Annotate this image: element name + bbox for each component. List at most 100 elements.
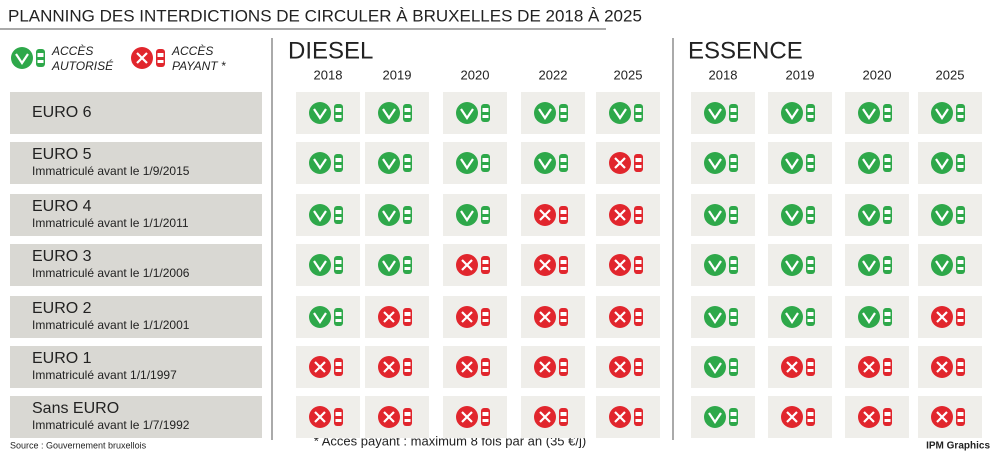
check <box>935 158 949 170</box>
car <box>403 206 412 224</box>
car <box>559 154 568 172</box>
cross <box>461 411 473 423</box>
access-icon <box>456 406 490 428</box>
check <box>785 108 799 120</box>
access-icon <box>534 356 568 378</box>
car <box>334 408 343 426</box>
access-icon <box>609 254 643 276</box>
check <box>460 158 474 170</box>
access-icon <box>378 406 412 428</box>
car-window <box>957 108 964 112</box>
icon-circle <box>781 254 803 276</box>
cross <box>461 311 473 323</box>
title: PLANNING DES INTERDICTIONS DE CIRCULER À… <box>8 6 642 25</box>
check <box>313 108 327 120</box>
cross <box>539 209 551 221</box>
car-window <box>884 369 891 372</box>
car-window <box>807 319 814 322</box>
access-icon <box>931 356 965 378</box>
car-window <box>404 412 411 416</box>
access-icon <box>131 47 165 69</box>
access-icon <box>456 152 490 174</box>
car <box>36 49 45 67</box>
icon-circle <box>704 306 726 328</box>
cross <box>461 361 473 373</box>
cross <box>539 259 551 271</box>
check <box>382 108 396 120</box>
car-window <box>635 217 642 220</box>
car <box>481 256 490 274</box>
access-icon <box>931 102 965 124</box>
car-window <box>335 419 342 422</box>
access-icon <box>309 254 343 276</box>
check <box>862 260 876 272</box>
access-icon <box>309 406 343 428</box>
car-window <box>157 53 164 57</box>
car <box>634 154 643 172</box>
access-icon <box>858 102 892 124</box>
car <box>883 154 892 172</box>
car-window <box>635 260 642 264</box>
car-window <box>560 362 567 366</box>
car-window <box>635 369 642 372</box>
car-window <box>335 217 342 220</box>
check <box>862 312 876 324</box>
cross <box>539 311 551 323</box>
car-window <box>635 312 642 316</box>
car <box>956 256 965 274</box>
source: Source : Gouvernement bruxellois <box>10 440 147 450</box>
cross <box>614 157 626 169</box>
car-window <box>482 312 489 316</box>
access-icon <box>931 254 965 276</box>
car-window <box>807 419 814 422</box>
access-icon <box>309 306 343 328</box>
car-window <box>884 312 891 316</box>
cross <box>936 311 948 323</box>
car <box>729 206 738 224</box>
row-label-box <box>10 194 262 236</box>
icon-circle <box>309 102 331 124</box>
car <box>403 256 412 274</box>
row-label-box <box>10 346 262 388</box>
cross <box>786 411 798 423</box>
car-window <box>807 412 814 416</box>
brand: IPM Graphics <box>926 441 990 452</box>
check <box>313 312 327 324</box>
cross <box>614 209 626 221</box>
check <box>862 210 876 222</box>
check <box>460 108 474 120</box>
check <box>862 108 876 120</box>
car <box>956 308 965 326</box>
icon-circle <box>378 102 400 124</box>
car <box>334 154 343 172</box>
access-icon <box>858 152 892 174</box>
access-icon <box>534 152 568 174</box>
car <box>956 154 965 172</box>
car-window <box>335 260 342 264</box>
check <box>382 158 396 170</box>
access-icon <box>378 152 412 174</box>
year: 2019 <box>383 67 412 82</box>
car <box>481 104 490 122</box>
car <box>403 154 412 172</box>
car-window <box>957 369 964 372</box>
icon-circle <box>781 306 803 328</box>
row-label-box <box>10 92 262 134</box>
car-window <box>884 319 891 322</box>
check <box>708 210 722 222</box>
car-window <box>884 419 891 422</box>
car-window <box>884 260 891 264</box>
car <box>883 256 892 274</box>
cross <box>539 361 551 373</box>
car-window <box>957 165 964 168</box>
row-label: Sans EURO <box>32 400 119 417</box>
access-icon <box>609 306 643 328</box>
check <box>15 53 29 65</box>
car <box>729 308 738 326</box>
cross <box>383 311 395 323</box>
icon-circle <box>931 204 953 226</box>
car-window <box>404 158 411 162</box>
access-icon <box>534 254 568 276</box>
car-window <box>957 319 964 322</box>
car-window <box>482 369 489 372</box>
